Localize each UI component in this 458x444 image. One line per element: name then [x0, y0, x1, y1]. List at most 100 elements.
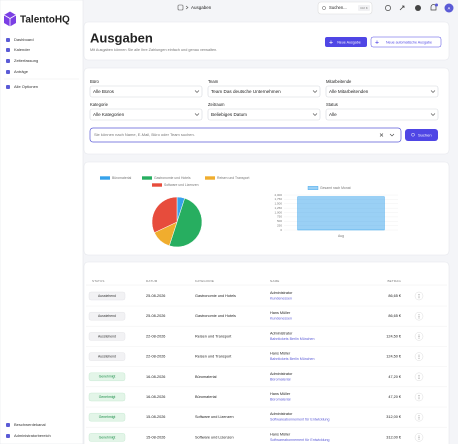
- amount: 86,65 €: [388, 314, 402, 318]
- column-header: KATEGORIE: [195, 279, 214, 283]
- search-button-label: Suchen: [418, 132, 432, 137]
- description[interactable]: Büromaterial: [270, 377, 291, 381]
- filter-select[interactable]: [89, 108, 203, 121]
- legend-swatch: [100, 176, 110, 180]
- shortcut-badge: [358, 5, 370, 11]
- settings-icon[interactable]: [385, 5, 391, 11]
- filter-value: Beliebiges Datum: [211, 112, 247, 117]
- nav-item[interactable]: Anträge: [14, 69, 29, 74]
- plus-icon: [375, 40, 379, 44]
- nav-item[interactable]: Administratorbereich: [14, 433, 51, 438]
- legend-swatch: [142, 176, 152, 180]
- name: Administrator: [270, 331, 293, 335]
- legend-swatch: [152, 183, 162, 187]
- nav-item[interactable]: Dashboard: [14, 37, 34, 42]
- legend-label: Gastronomie und Hotels: [154, 176, 191, 180]
- clear-icon: [379, 133, 384, 137]
- amount: 86,65 €: [388, 294, 402, 298]
- sidebar: [0, 0, 84, 444]
- y-tick-label: 1,250: [274, 206, 282, 210]
- date: 22-08-2026: [146, 355, 165, 359]
- nav-icon: [6, 38, 10, 42]
- search-box[interactable]: [317, 1, 373, 15]
- description[interactable]: Büromaterial: [270, 397, 291, 401]
- nav-icon: [6, 48, 10, 52]
- charts-card: [83, 161, 450, 256]
- secondary-button-label: Neue automatische Ausgabe: [386, 40, 432, 44]
- description[interactable]: Kundenessen: [270, 296, 292, 300]
- nav-item[interactable]: Zeiterfassung: [14, 58, 38, 63]
- y-tick-label: 2,000: [274, 193, 282, 197]
- filter-value: Alle Mitarbeitenden: [329, 89, 369, 94]
- search-button[interactable]: [405, 129, 438, 141]
- amount: 124,50 €: [386, 334, 402, 338]
- filter-value: Alle: [329, 112, 337, 117]
- shortcut: Ctrl K: [360, 6, 368, 10]
- legend-swatch: [205, 176, 215, 180]
- page-subtitle: Mit Ausgaben können Sie alle Ihre Zahlun…: [90, 48, 217, 52]
- bell-icon[interactable]: [430, 4, 437, 11]
- filter-select[interactable]: [207, 108, 321, 121]
- filter-select[interactable]: [325, 85, 439, 98]
- description[interactable]: Kundenessen: [270, 317, 292, 321]
- filter-select[interactable]: [89, 85, 203, 98]
- nav-item[interactable]: Kalender: [14, 47, 31, 52]
- pie-slice: [168, 197, 203, 248]
- date: 16-08-2026: [146, 395, 165, 399]
- search-input[interactable]: [89, 127, 402, 143]
- category: Reisen und Transport: [195, 355, 232, 359]
- column-header: DATUM: [146, 279, 158, 283]
- amount: 47,20 €: [388, 375, 402, 379]
- name: Administrator: [270, 372, 293, 376]
- status: Ausstehend: [98, 314, 116, 318]
- content: Büro Alle Büros Team Team Das deutsche Unte…: [86, 79, 447, 442]
- description[interactable]: Bahntickets Berlin München: [270, 357, 315, 361]
- legend-label: Software und Lizenzen: [164, 183, 199, 187]
- column-header: NAME: [270, 279, 279, 283]
- nav-icon: [6, 85, 10, 89]
- theme-icon[interactable]: [415, 5, 421, 11]
- status-badge: [88, 392, 126, 402]
- date: 15-08-2026: [146, 415, 165, 419]
- search-placeholder: Suchen...: [329, 5, 347, 10]
- column-header: STATUS: [92, 279, 105, 283]
- chevron: [312, 90, 318, 93]
- breadcrumb[interactable]: Ausgaben: [191, 5, 212, 10]
- secondary-button[interactable]: [370, 36, 442, 48]
- name: Administrator: [270, 412, 293, 416]
- y-tick-label: 0: [280, 228, 282, 232]
- nav-item[interactable]: Alle Optionen: [14, 84, 38, 89]
- category: Software und Lizenzen: [195, 415, 234, 419]
- description[interactable]: Bahntickets Berlin München: [270, 337, 315, 341]
- category: Reisen und Transport: [195, 334, 232, 338]
- filter-label: Team: [208, 79, 219, 84]
- description[interactable]: Softwareabonnement für Entwicklung: [270, 438, 330, 442]
- legend-label: Gesamt nach Monat: [320, 186, 351, 190]
- amount: 312,00 €: [386, 435, 402, 439]
- y-tick-label: 500: [277, 219, 282, 223]
- y-tick-label: 750: [277, 215, 282, 219]
- primary-button[interactable]: [325, 37, 367, 47]
- avatar-letter: A: [448, 5, 451, 10]
- name: Hans Müller: [270, 352, 291, 356]
- status-badge: [88, 352, 126, 361]
- filter-select[interactable]: [325, 108, 439, 121]
- filter-value: Team Das deutsche Unternehmen: [211, 89, 281, 94]
- tools-icon[interactable]: [399, 5, 405, 11]
- description[interactable]: Softwareabonnement für Entwicklung: [270, 418, 330, 422]
- name: Hans Müller: [270, 432, 291, 436]
- nav-item[interactable]: Beschwerdekanal: [14, 422, 46, 427]
- search-icon: [322, 6, 326, 10]
- home-icon[interactable]: [177, 4, 184, 11]
- chevron: [389, 133, 395, 137]
- brand: TalentoHQ: [20, 15, 70, 26]
- chevron: [312, 113, 318, 116]
- filter-select[interactable]: [207, 85, 321, 98]
- status: Genehmigt: [99, 395, 116, 399]
- category: Büromaterial: [195, 375, 217, 379]
- name: Hans Müller: [270, 311, 291, 315]
- avatar[interactable]: [444, 3, 454, 13]
- bar: [297, 196, 385, 231]
- amount: 124,50 €: [386, 355, 402, 359]
- filter-label: Status: [326, 102, 338, 107]
